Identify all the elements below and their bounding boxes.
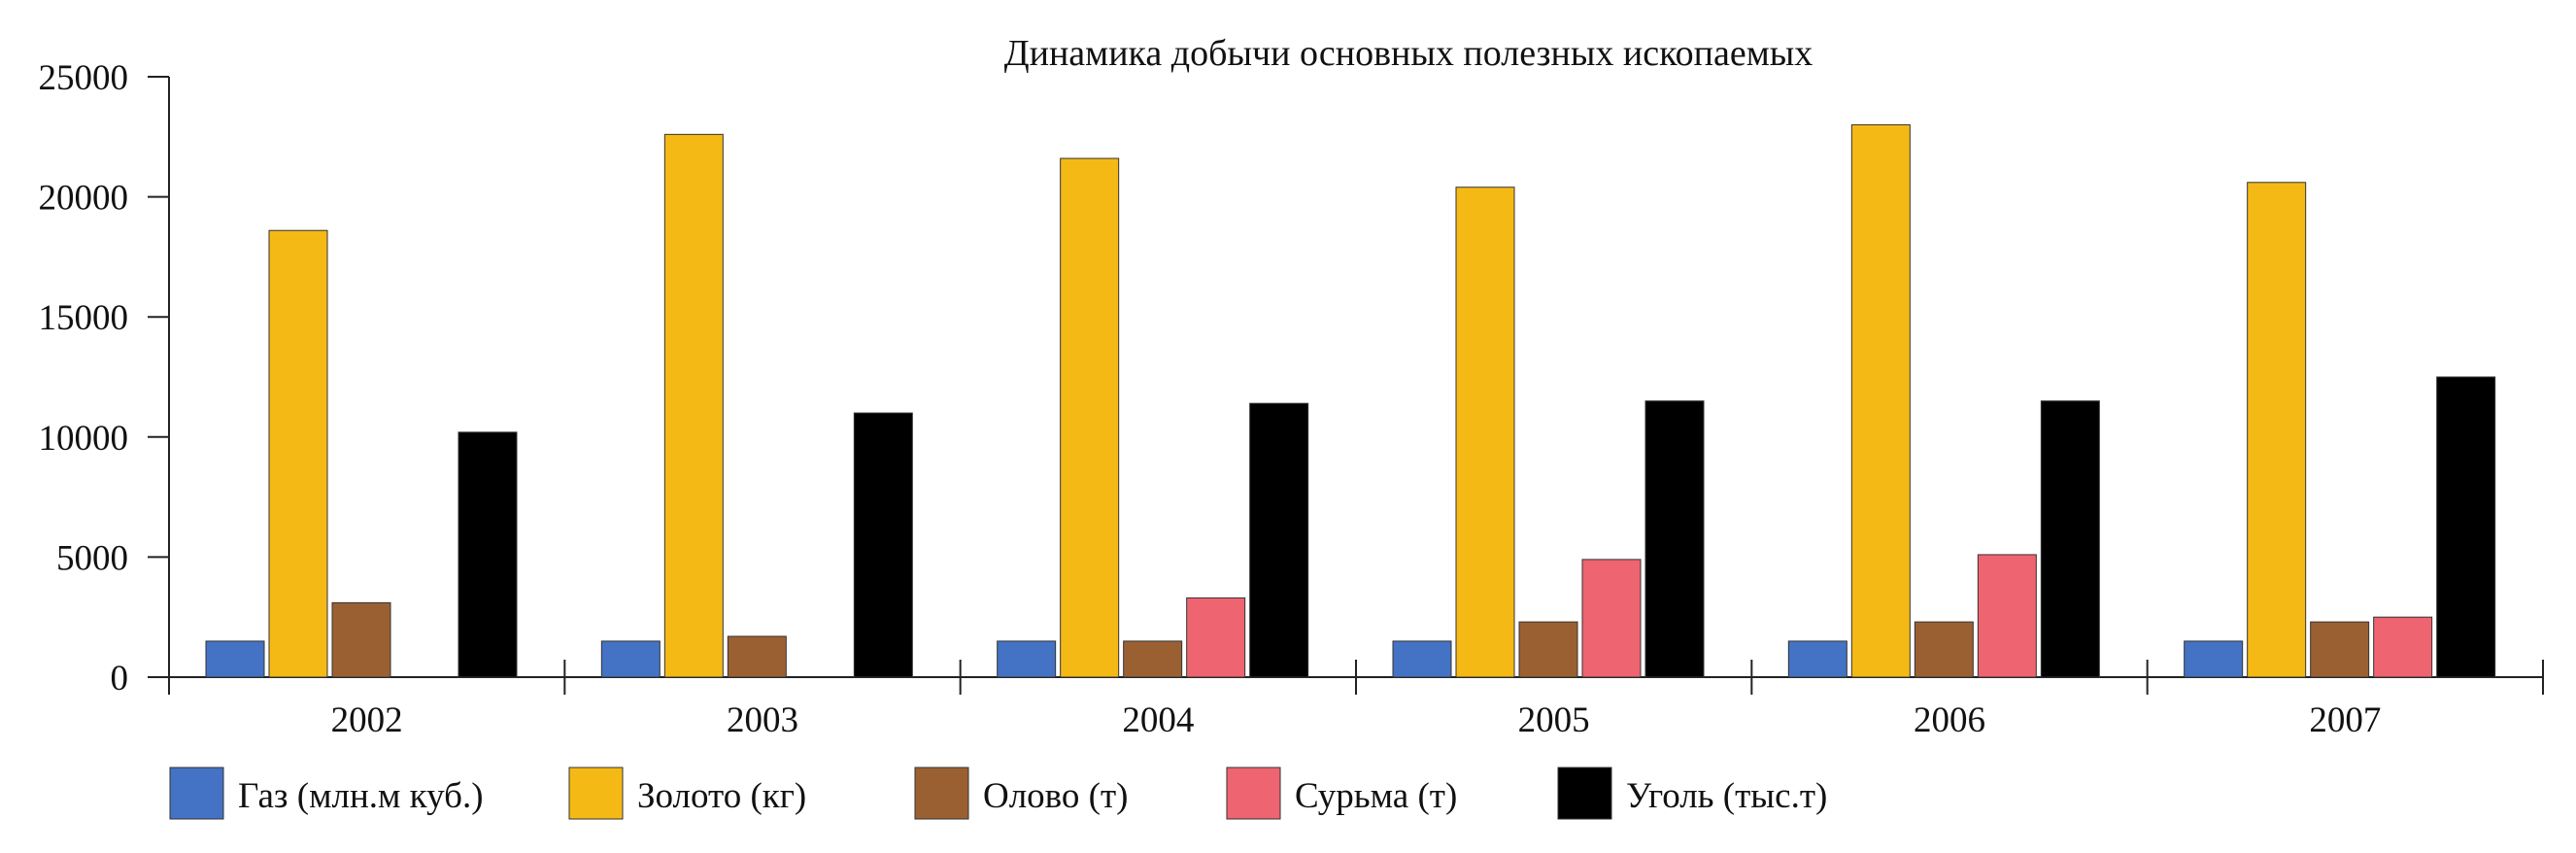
bar [458,431,518,678]
bar [2184,640,2244,678]
bar [1977,554,2037,678]
bar [1123,640,1183,678]
bar [1914,621,1974,678]
bar [1518,621,1578,678]
legend-label: Золото (кг) [637,776,806,816]
chart-title: Динамика добычи основных полезных ископа… [1004,33,1813,74]
x-tick-label: 2002 [331,700,403,740]
legend-label: Олово (т) [983,776,1128,816]
bar [1644,400,1705,678]
x-tick-label: 2003 [727,700,798,740]
legend-swatch [1557,767,1612,820]
bar [1455,187,1515,678]
y-tick-label: 5000 [56,538,128,578]
bar [2310,621,2370,678]
bar [2436,376,2496,678]
y-axis: 0 5000 10000 15000 20000 25000 [39,58,170,699]
bar [2247,182,2307,678]
legend-label: Сурьма (т) [1295,776,1457,816]
bar [1249,402,1309,678]
legend-label: Уголь (тыс.т) [1626,776,1827,816]
x-tick-label: 2007 [2309,700,2381,740]
x-tick-label: 2005 [1518,700,1590,740]
bar [997,640,1057,678]
bar [2373,616,2433,678]
bar [1850,123,1911,678]
legend: Газ (млн.м куб.) Золото (кг) Олово (т) Сурь… [169,767,1827,820]
y-tick-label: 10000 [39,419,129,459]
x-axis: 2002 2003 2004 2005 2006 2007 [168,660,2544,740]
bar [205,640,265,678]
x-tick-label: 2006 [1914,700,1985,740]
legend-swatch [568,767,624,820]
legend-swatch [169,767,224,820]
bar [1186,597,1246,678]
legend-swatch [1226,767,1281,820]
legend-swatch [914,767,969,820]
bar [1392,640,1452,678]
x-tick-label: 2004 [1122,700,1194,740]
y-tick-label: 15000 [39,298,129,338]
bar [331,601,391,678]
bar [2040,400,2100,678]
bar [600,640,661,678]
y-tick-label: 0 [111,659,129,699]
bar [1581,559,1642,678]
legend-label: Газ (млн.м куб.) [238,776,484,816]
bar [1060,157,1120,678]
bar [1787,640,1847,678]
bars [205,123,2496,678]
y-tick-label: 20000 [39,179,129,219]
bar [268,229,328,678]
y-tick-label: 25000 [39,58,129,98]
bar [853,412,913,678]
bar [727,635,787,678]
bar [663,133,724,678]
